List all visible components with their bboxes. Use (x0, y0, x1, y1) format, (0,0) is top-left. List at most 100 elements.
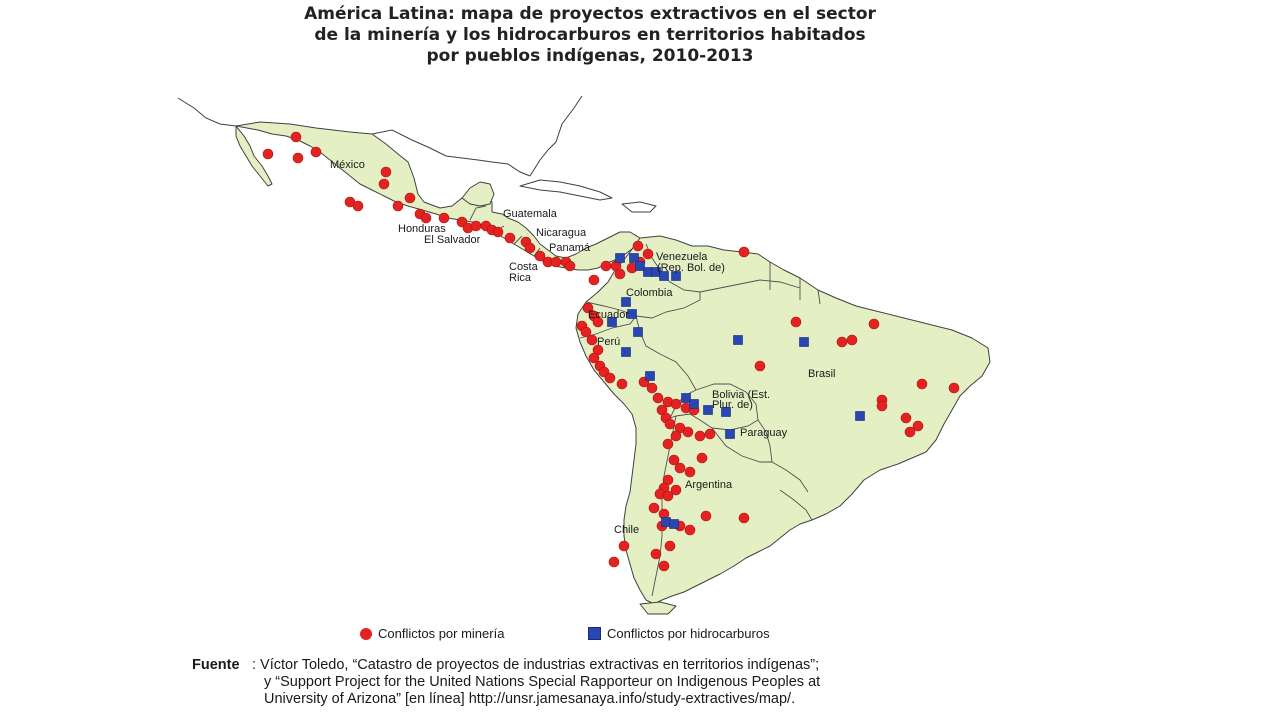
mining-marker (650, 548, 662, 560)
mining-marker (670, 484, 682, 496)
source-line: y “Support Project for the United Nation… (264, 674, 821, 690)
hydrocarbon-marker (671, 271, 681, 281)
hydrocarbon-marker (799, 337, 809, 347)
land-south-america (575, 235, 991, 605)
mining-marker (608, 556, 620, 568)
label-ecuador: Ecuador (588, 309, 629, 321)
mining-marker (504, 232, 516, 244)
atlantic-coast (555, 95, 583, 143)
mining-marker (674, 462, 686, 474)
country-labels: México Guatemala Honduras El Salvador Ni… (330, 159, 836, 536)
mining-markers (262, 131, 960, 572)
label-paraguay: Paraguay (740, 427, 788, 439)
label-colombia: Colombia (626, 287, 673, 299)
mining-marker (470, 220, 482, 232)
hydrocarbon-marker (661, 517, 671, 527)
mining-marker (662, 438, 674, 450)
label-brasil: Brasil (808, 368, 836, 380)
hydrocarbon-marker (635, 261, 645, 271)
mining-marker (684, 524, 696, 536)
hydrocarbon-marker (645, 371, 655, 381)
mining-marker (600, 260, 612, 272)
us-coastline (177, 97, 237, 127)
mining-marker (420, 212, 432, 224)
border-argentina-brazil (771, 461, 809, 493)
mining-marker (580, 326, 592, 338)
mining-marker (694, 430, 706, 442)
hydrocarbon-marker (627, 309, 637, 319)
label-costa-rica-2: Rica (509, 272, 532, 284)
hydrocarbon-marker (621, 297, 631, 307)
hydrocarbon-marker (633, 327, 643, 337)
mining-marker (438, 212, 450, 224)
hydrocarbon-marker (681, 393, 691, 403)
legend-item-mining: Conflictos por minería (360, 626, 504, 641)
hydrocarbon-markers (607, 253, 865, 529)
label-honduras: Honduras (398, 223, 446, 235)
land-tierra-del-fuego (639, 601, 677, 615)
hydrocarbon-marker (721, 407, 731, 417)
border-bolivia-paraguay (711, 419, 759, 431)
mining-marker (550, 256, 562, 268)
land-yucatan (461, 181, 495, 207)
label-chile: Chile (614, 524, 639, 536)
hydrocarbon-marker (725, 429, 735, 439)
mining-marker (682, 426, 694, 438)
title-line: de la minería y los hidrocarburos en ter… (314, 25, 866, 45)
border-mexico-guatemala (469, 205, 487, 221)
mining-marker (696, 452, 708, 464)
mining-marker (392, 200, 404, 212)
border-colombia-peru-brazil (635, 292, 701, 319)
mining-marker (642, 248, 654, 260)
mining-marker (948, 382, 960, 394)
label-nicaragua: Nicaragua (536, 227, 587, 239)
mining-marker (904, 426, 916, 438)
mining-marker (900, 412, 912, 424)
border-paraguay-brazil (757, 419, 773, 463)
mining-marker (614, 268, 626, 280)
mining-marker (738, 512, 750, 524)
legend-label-hydrocarbons: Conflictos por hidrocarburos (607, 626, 770, 641)
mining-marker (632, 240, 644, 252)
border-bolivia-brazil (695, 383, 759, 421)
label-el-salvador: El Salvador (424, 234, 481, 246)
mining-marker (868, 318, 880, 330)
mining-marker (582, 302, 594, 314)
land-cuba (519, 179, 613, 201)
mining-marker (664, 418, 676, 430)
mining-marker (670, 398, 682, 410)
border-uruguay (779, 489, 813, 521)
mining-marker (876, 400, 888, 412)
mining-marker (646, 382, 658, 394)
mining-marker (380, 166, 392, 178)
mining-marker (916, 378, 928, 390)
label-bolivia-2: Plur. de) (712, 399, 753, 411)
mining-marker (534, 250, 546, 262)
label-bolivia-1: Bolivia (Est. (712, 389, 770, 401)
hydrocarbon-marker (689, 399, 699, 409)
legend-label-mining: Conflictos por minería (378, 626, 505, 641)
mining-marker (592, 316, 604, 328)
mining-marker (652, 392, 664, 404)
title-line: América Latina: mapa de proyectos extrac… (304, 4, 876, 24)
mining-marker (662, 490, 674, 502)
source-label: Fuente (192, 657, 240, 673)
mining-marker (588, 274, 600, 286)
source-line: : Víctor Toledo, “Catastro de proyectos … (252, 657, 820, 673)
hydrocarbon-marker (615, 253, 625, 263)
mining-marker (588, 352, 600, 364)
hydrocarbon-marker (607, 317, 617, 327)
hydrocarbon-marker (643, 267, 653, 277)
land-hispaniola (621, 201, 657, 213)
mining-marker (378, 178, 390, 190)
hydrocarbon-marker (703, 405, 713, 415)
blue-square-icon (588, 627, 601, 640)
label-argentina: Argentina (685, 479, 733, 491)
hydrocarbon-marker (669, 519, 679, 529)
hydrocarbon-marker (629, 253, 639, 263)
mining-marker (404, 192, 416, 204)
map-title: América Latina: mapa de proyectos extrac… (240, 4, 940, 67)
mining-marker (648, 502, 660, 514)
us-gulf-coast (371, 129, 531, 177)
mining-marker (352, 200, 364, 212)
